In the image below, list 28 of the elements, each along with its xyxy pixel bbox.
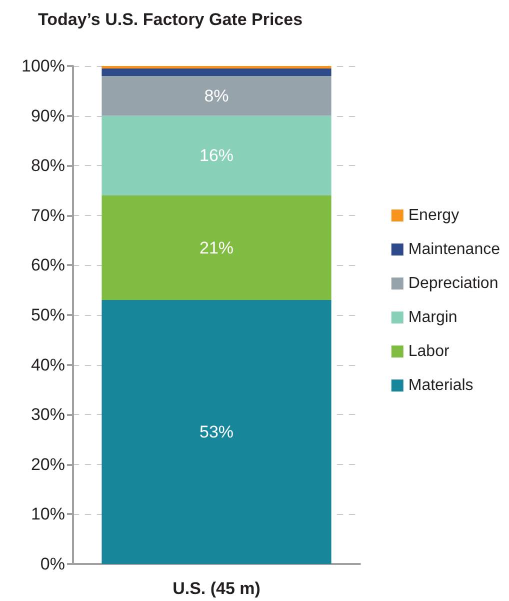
y-tick-label: 30% [30, 405, 65, 424]
data-label: 53% [199, 422, 234, 442]
y-tick-label: 60% [30, 256, 65, 275]
y-tick-label: 100% [22, 56, 65, 76]
legend-label: Energy [408, 207, 460, 224]
y-tick-label: 0% [40, 554, 65, 574]
data-label: 21% [199, 238, 234, 258]
legend-label: Margin [408, 309, 458, 326]
data-label: 8% [204, 86, 229, 106]
data-label: 16% [199, 146, 234, 166]
legend-label: Materials [408, 377, 474, 394]
bar [102, 300, 332, 564]
chart-title: Today’s U.S. Factory Gate Prices [38, 10, 303, 29]
bar [102, 76, 332, 116]
bar [102, 195, 332, 300]
y-tick-label: 90% [30, 106, 65, 126]
y-tick-label: 80% [30, 156, 65, 176]
bar [102, 68, 332, 76]
y-tick-label: 10% [30, 504, 65, 524]
bar [102, 116, 332, 196]
y-tick-label: 40% [30, 355, 65, 374]
legend-label: Depreciation [408, 275, 498, 292]
legend-label: Maintenance [408, 241, 500, 258]
y-tick-label: 70% [30, 206, 65, 225]
y-tick-label: 20% [30, 454, 65, 474]
y-tick-label: 50% [30, 306, 65, 324]
legend-label: Labor [408, 343, 450, 360]
x-tick-label: U.S. (45 m) [172, 579, 260, 598]
